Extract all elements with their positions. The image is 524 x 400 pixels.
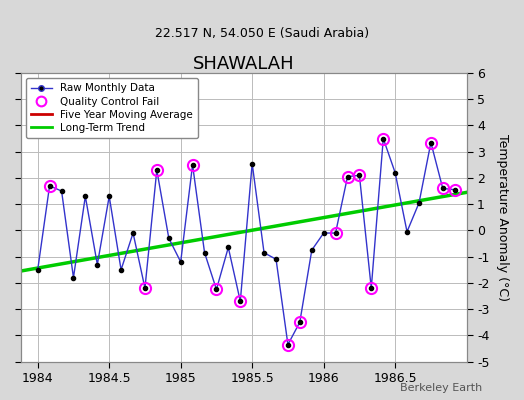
Text: 22.517 N, 54.050 E (Saudi Arabia): 22.517 N, 54.050 E (Saudi Arabia) <box>155 28 369 40</box>
Text: Berkeley Earth: Berkeley Earth <box>400 383 482 393</box>
Title: SHAWALAH: SHAWALAH <box>193 55 294 73</box>
Legend: Raw Monthly Data, Quality Control Fail, Five Year Moving Average, Long-Term Tren: Raw Monthly Data, Quality Control Fail, … <box>26 78 198 138</box>
Y-axis label: Temperature Anomaly (°C): Temperature Anomaly (°C) <box>496 134 509 301</box>
